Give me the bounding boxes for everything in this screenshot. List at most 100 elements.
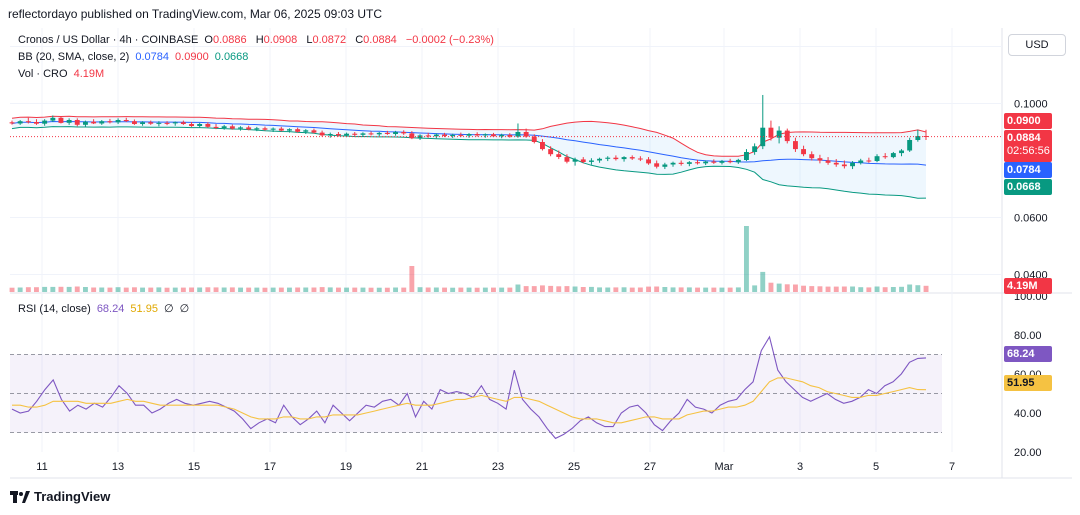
- volume-bar: [303, 287, 309, 292]
- low-label: L: [306, 34, 313, 46]
- candle-body: [744, 152, 749, 160]
- rsi-label[interactable]: RSI (14, close): [18, 303, 91, 315]
- candle-body: [189, 124, 194, 126]
- candle-body: [197, 124, 203, 126]
- candle-body: [841, 164, 847, 167]
- bb-label[interactable]: BB (20, SMA, close, 2): [18, 51, 130, 63]
- published-header: reflectordayo published on TradingView.c…: [8, 7, 382, 21]
- volume-bar: [572, 286, 578, 292]
- candle-body: [180, 122, 186, 124]
- x-tick-label: 13: [112, 461, 124, 473]
- volume-bar: [74, 286, 80, 292]
- symbol-legend: Cronos / US Dollar · 4h · COINBASE O0.08…: [18, 34, 497, 46]
- volume-bar: [295, 287, 301, 292]
- volume-bar: [678, 287, 684, 292]
- candle-body: [491, 134, 496, 137]
- volume-bar: [123, 287, 129, 292]
- candle-body: [262, 128, 268, 130]
- candle-body: [858, 160, 864, 163]
- volume-bar: [344, 287, 349, 292]
- candle-body: [25, 121, 31, 123]
- rsi-tag: 68.24: [1004, 346, 1052, 362]
- volume-bar: [686, 287, 692, 292]
- candle-body: [83, 121, 88, 125]
- rsi-tick-label: 80.00: [1014, 330, 1042, 342]
- rsi-tick-label: 40.00: [1014, 408, 1042, 420]
- volume-bar: [833, 286, 839, 292]
- volume-bar: [450, 287, 456, 292]
- volume-bar: [890, 287, 896, 292]
- rsi-line: [11, 335, 927, 440]
- volume-bar: [34, 287, 39, 292]
- volume-bar: [393, 287, 398, 292]
- x-tick-label: 27: [644, 461, 656, 473]
- candle-body: [711, 161, 717, 163]
- volume-bar: [83, 287, 88, 292]
- volume-bar: [491, 287, 496, 292]
- candle-body: [866, 160, 872, 162]
- candle-body: [401, 132, 407, 134]
- candle-body: [540, 142, 545, 150]
- candle-body: [458, 134, 464, 136]
- candle-body: [287, 129, 292, 131]
- candle-body: [140, 122, 145, 124]
- candle-body: [874, 156, 880, 161]
- volume-bar: [507, 287, 513, 292]
- volume-bar: [923, 285, 929, 292]
- candle-body: [580, 159, 586, 162]
- candle-body: [817, 158, 823, 161]
- vol-label[interactable]: Vol · CRO: [18, 68, 68, 80]
- volume-bar: [637, 287, 643, 292]
- tradingview-brand: TradingView: [34, 489, 111, 504]
- volume-bar: [327, 287, 333, 292]
- close-label: C: [355, 34, 364, 46]
- candle-body: [735, 159, 741, 163]
- candle-body: [825, 160, 831, 163]
- bb-fill: [12, 116, 926, 199]
- volume-bar: [336, 287, 341, 292]
- rsi-extra-1: ∅: [164, 303, 174, 315]
- volume-bar: [287, 287, 292, 292]
- bb-mid-value: 0.0784: [135, 51, 169, 63]
- volume-bar: [670, 287, 676, 292]
- candle-body: [107, 121, 113, 123]
- bb-mid-tag: 0.0784: [1004, 162, 1052, 178]
- candle-body: [670, 162, 676, 165]
- candle-body: [629, 157, 635, 159]
- candle-body: [589, 160, 594, 162]
- candle-body: [442, 134, 447, 136]
- volume-bar: [384, 287, 390, 292]
- x-tick-label: 11: [36, 461, 47, 473]
- candle-body: [833, 162, 839, 165]
- candle-body: [238, 127, 243, 129]
- symbol-title[interactable]: Cronos / US Dollar · 4h · COINBASE: [18, 34, 199, 46]
- currency-button[interactable]: USD: [1008, 34, 1066, 56]
- volume-bar: [874, 286, 880, 292]
- close-price: 0.0884: [1007, 132, 1041, 144]
- volume-bar: [793, 284, 798, 292]
- candle-body: [605, 157, 611, 159]
- candle-body: [327, 134, 333, 136]
- candle-body: [646, 159, 651, 164]
- candle-body: [548, 149, 554, 155]
- rsi-value: 68.24: [96, 303, 125, 315]
- candle-body: [654, 163, 660, 167]
- volume-bar: [417, 287, 423, 292]
- candle-body: [229, 126, 235, 129]
- tradingview-logo[interactable]: TradingView: [10, 489, 110, 504]
- volume-bar: [221, 287, 227, 292]
- bb-lower-tag: 0.0668: [1004, 179, 1052, 195]
- candle-body: [409, 133, 415, 139]
- bb-upper-tag: 0.0900: [1004, 113, 1052, 129]
- volume-bar: [589, 286, 594, 292]
- candle-body: [556, 154, 562, 157]
- volume-bar: [25, 287, 31, 292]
- change-value: −0.0002 (−0.23%): [405, 34, 494, 46]
- candle-body: [564, 157, 570, 162]
- volume-bar: [711, 287, 717, 292]
- candle-body: [703, 161, 709, 164]
- candle-body: [809, 154, 815, 159]
- candle-body: [515, 132, 521, 137]
- volume-bar: [319, 287, 325, 292]
